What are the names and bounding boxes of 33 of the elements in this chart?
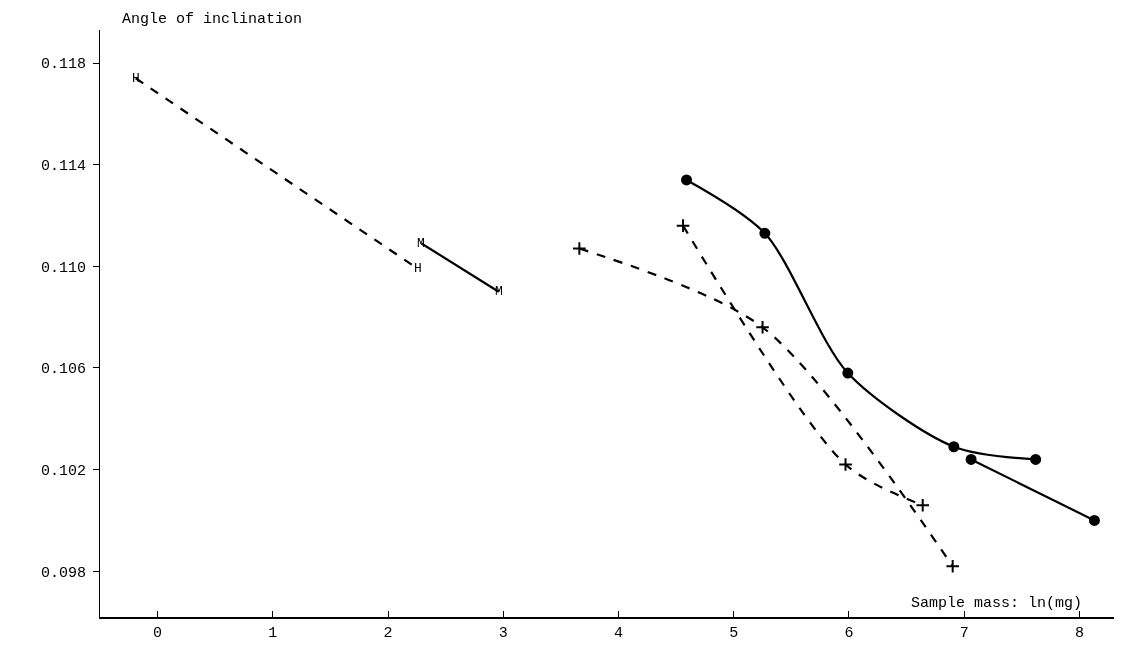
point <box>1030 453 1042 465</box>
y-tick-label: 0.106 <box>40 361 86 379</box>
x-tick-label: 2 <box>383 624 393 642</box>
x-axis-title: Sample mass: ln(mg) <box>911 595 1083 612</box>
x-tick-label: 1 <box>268 624 278 642</box>
annotation: H <box>414 261 422 276</box>
point <box>572 241 587 256</box>
y-tick-label: 0.098 <box>40 564 86 582</box>
point <box>842 367 854 379</box>
x-tick-label: 6 <box>844 624 854 642</box>
x-tick-label: 7 <box>959 624 969 642</box>
point <box>681 174 693 186</box>
annotation: M <box>417 236 425 251</box>
point <box>675 218 691 233</box>
point <box>915 497 931 513</box>
y-tick-label: 0.114 <box>40 157 86 175</box>
point <box>948 441 960 453</box>
x-tick-label: 8 <box>1074 624 1084 642</box>
x-tick-label: 4 <box>614 624 624 642</box>
annotation: M <box>495 284 503 299</box>
x-tick-label: 0 <box>153 624 163 642</box>
y-tick-label: 0.118 <box>40 56 86 74</box>
point <box>965 453 977 465</box>
point <box>1088 514 1100 526</box>
x-tick-label: 5 <box>729 624 739 642</box>
y-tick-label: 0.102 <box>40 462 86 480</box>
y-axis-title: Angle of inclination <box>122 11 303 28</box>
x-tick-label: 3 <box>498 624 508 642</box>
y-tick-label: 0.110 <box>40 259 86 277</box>
point <box>945 558 960 574</box>
point <box>755 320 770 335</box>
point <box>838 457 853 472</box>
point <box>759 227 771 239</box>
